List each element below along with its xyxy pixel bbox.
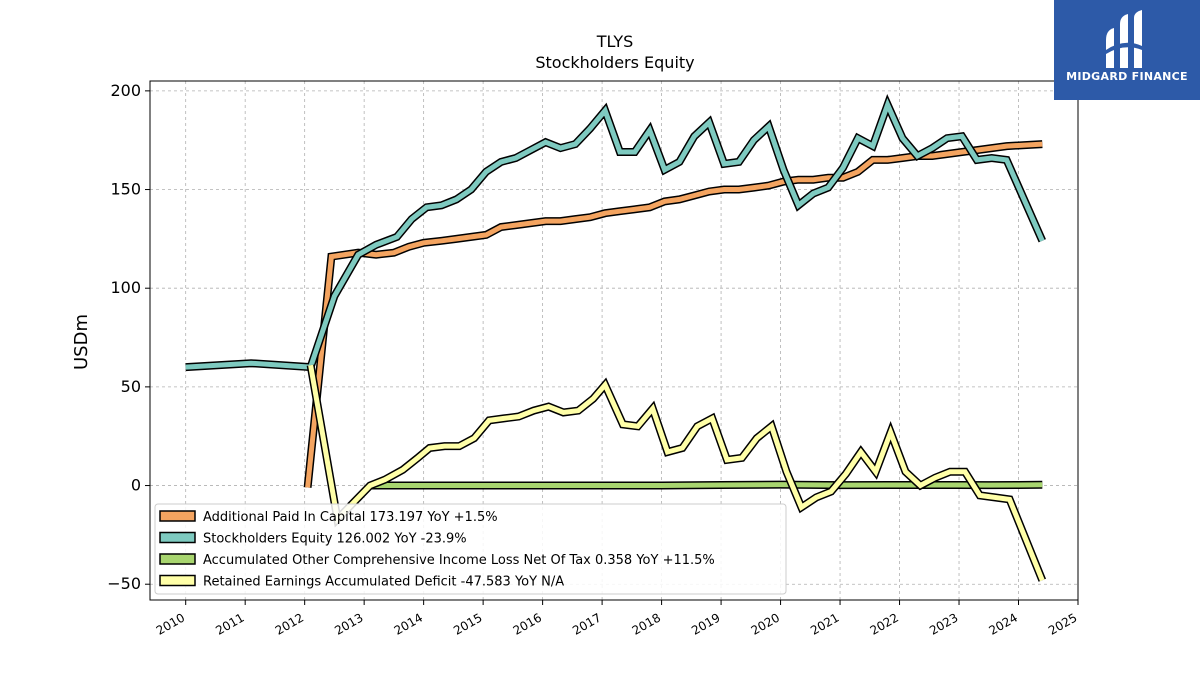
plot-frame [149, 80, 1079, 601]
x-tick-label: 2015 [451, 610, 484, 637]
legend-swatch-4 [159, 574, 196, 587]
logo-text: MIDGARD FINANCE [1066, 70, 1188, 83]
series-line-4 [308, 364, 1045, 582]
legend-swatch-3 [159, 553, 196, 565]
chart-title: TLYS [596, 32, 634, 51]
series-layer [185, 93, 1047, 582]
x-tick-label: 2024 [987, 610, 1020, 637]
logo-mark-icon [1106, 10, 1142, 68]
x-tick-label: 2012 [273, 610, 306, 637]
x-tick-label: 2025 [1046, 610, 1079, 637]
x-axis-ticks: 2010 2011 2012 2013 2014 2015 2016 2017 2018 2019… [154, 600, 1080, 638]
x-tick-label: 2018 [630, 610, 663, 637]
legend-box [154, 503, 787, 595]
series-outline-1 [303, 140, 1043, 488]
series-outline-2 [185, 93, 1046, 372]
chart-subtitle: Stockholders Equity [535, 53, 694, 72]
x-tick-label: 2010 [154, 610, 187, 637]
x-tick-label: 2017 [570, 610, 603, 637]
x-tick-label: 2016 [511, 610, 544, 637]
y-tick-label: 50 [121, 377, 141, 396]
series-line-3 [370, 482, 1043, 488]
x-tick-label: 2014 [392, 610, 425, 637]
y-tick-label: 0 [131, 476, 141, 495]
series-line-1 [305, 141, 1043, 488]
legend-label-4: Retained Earnings Accumulated Deficit -4… [203, 575, 564, 590]
x-tick-label: 2020 [749, 610, 782, 637]
legend-label-3: Accumulated Other Comprehensive Income L… [203, 553, 715, 568]
x-tick-label: 2013 [332, 610, 365, 637]
y-tick-label: −50 [107, 574, 141, 593]
legend-label-2: Stockholders Equity 126.002 YoY -23.9% [203, 532, 467, 547]
x-tick-label: 2019 [689, 610, 722, 637]
legend: Additional Paid In Capital 173.197 YoY +… [154, 503, 787, 595]
y-tick-label: 150 [110, 180, 141, 199]
legend-label-1: Additional Paid In Capital 173.197 YoY +… [203, 510, 498, 525]
legend-swatch-2 [159, 531, 196, 544]
brand-logo: MIDGARD FINANCE [1054, 0, 1200, 100]
series-line-2 [185, 97, 1045, 370]
y-tick-label: 200 [110, 81, 141, 100]
y-tick-label: 100 [110, 278, 141, 297]
x-tick-label: 2011 [213, 610, 246, 637]
y-axis-ticks: −50 0 50 100 150 200 [107, 81, 150, 593]
x-tick-label: 2021 [808, 610, 841, 637]
y-axis-label: USDm [71, 314, 92, 370]
x-tick-label: 2022 [868, 610, 901, 637]
legend-swatch-1 [159, 510, 196, 522]
x-tick-label: 2023 [927, 610, 960, 637]
